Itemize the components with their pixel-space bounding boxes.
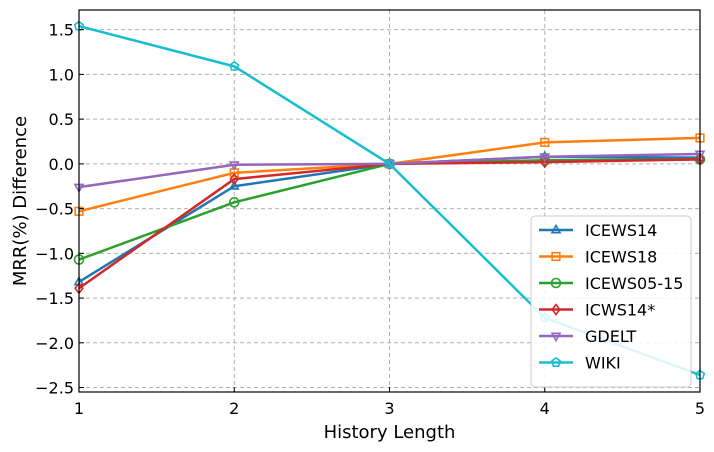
legend-label: GDELT xyxy=(585,327,637,346)
legend-label: WIKI xyxy=(585,354,621,373)
axis-ticks: 1 2 3 4 5 1.5 1.0 0.5 0.0 −0.5 −1.0 −1.5 −2.0 −2.5 xyxy=(35,21,705,418)
x-tick-label: 2 xyxy=(229,399,239,418)
legend-label: ICWS14* xyxy=(585,301,655,320)
legend-marker xyxy=(550,277,562,289)
legend-label: ICEWS05-15 xyxy=(585,274,683,293)
y-tick-label: 0.0 xyxy=(49,155,74,174)
y-axis-label: MRR(%) Difference xyxy=(10,116,31,286)
data-point xyxy=(539,155,550,169)
legend-entry: WIKI xyxy=(539,354,621,373)
legend-marker xyxy=(550,332,562,343)
legend-entry: ICEWS14 xyxy=(539,221,657,240)
x-axis-label: History Length xyxy=(324,422,456,443)
data-point xyxy=(229,60,240,71)
data-point xyxy=(229,172,240,186)
legend-entry: ICWS14* xyxy=(539,301,655,320)
legend-label: ICEWS18 xyxy=(585,248,657,267)
legend-label: ICEWS14 xyxy=(585,221,657,240)
x-tick-label: 4 xyxy=(540,399,550,418)
legend-marker xyxy=(551,303,561,316)
y-tick-label: −2.5 xyxy=(35,379,74,398)
legend-marker xyxy=(550,357,562,367)
y-tick-label: −1.0 xyxy=(35,244,74,263)
y-tick-label: −1.5 xyxy=(35,289,74,308)
data-point xyxy=(228,180,240,190)
data-point xyxy=(384,158,395,169)
legend-marker xyxy=(551,251,561,262)
data-point xyxy=(540,137,550,148)
data-point xyxy=(228,197,240,208)
data-point xyxy=(228,161,240,171)
y-tick-label: −0.5 xyxy=(35,200,74,219)
legend: ICEWS14 ICEWS18 ICEWS05-15 ICWS14* GDELT WIKI xyxy=(530,215,692,388)
legend-entry: ICEWS05-15 xyxy=(539,274,683,293)
x-tick-label: 1 xyxy=(74,399,84,418)
legend-box xyxy=(530,215,692,388)
y-tick-label: 1.0 xyxy=(49,65,74,84)
y-tick-label: 0.5 xyxy=(49,110,74,129)
data-point xyxy=(539,153,551,163)
x-tick-label: 5 xyxy=(695,399,705,418)
x-tick-label: 3 xyxy=(384,399,394,418)
legend-entry: ICEWS18 xyxy=(539,248,657,267)
y-tick-label: −2.0 xyxy=(35,334,74,353)
legend-marker xyxy=(550,223,562,234)
legend-entry: GDELT xyxy=(539,327,637,346)
y-tick-label: 1.5 xyxy=(49,21,74,40)
